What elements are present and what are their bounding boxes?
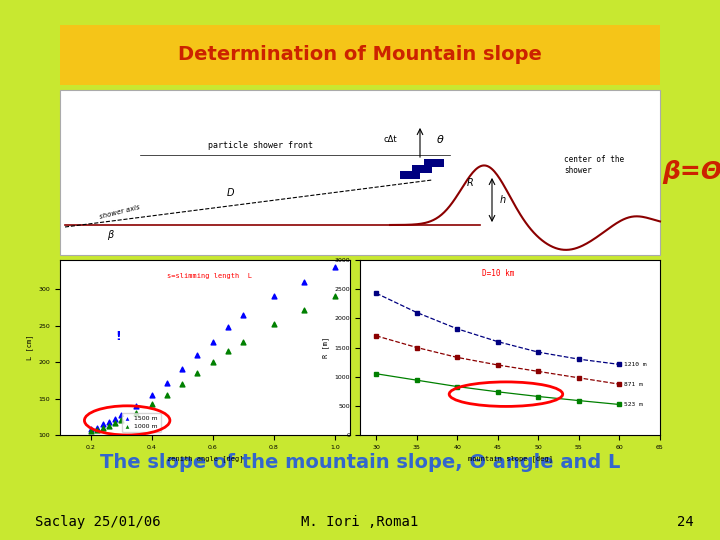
Point [85,425,96,434]
Point [222,347,234,355]
Text: β: β [107,230,113,240]
Point [161,378,173,387]
Text: D: D [226,188,234,198]
Y-axis label: L [cm]: L [cm] [26,335,33,360]
Point [192,350,203,359]
Point [238,310,249,319]
FancyBboxPatch shape [424,159,444,167]
Point [299,278,310,286]
Point [130,402,142,410]
Point [97,423,109,432]
Point [222,323,234,332]
X-axis label: mountain slope [deg]: mountain slope [deg] [467,455,552,462]
Text: R: R [467,178,473,188]
Text: M. Iori ,Roma1: M. Iori ,Roma1 [302,515,418,529]
Point [91,423,102,432]
FancyBboxPatch shape [60,260,350,435]
Text: s=slimming length  L: s=slimming length L [167,273,252,279]
Point [161,390,173,399]
Point [130,409,142,417]
FancyBboxPatch shape [60,90,660,255]
Point [299,305,310,314]
Point [329,292,341,301]
Text: The slope of the mountain slope, Θ angle and L: The slope of the mountain slope, Θ angle… [100,453,620,471]
Point [91,426,102,434]
FancyBboxPatch shape [400,171,420,179]
FancyBboxPatch shape [412,165,432,173]
Text: 871 m: 871 m [624,382,642,387]
Point [109,419,121,428]
Point [115,410,127,419]
Text: Saclay 25/01/06: Saclay 25/01/06 [35,515,161,529]
Point [207,338,218,346]
Point [97,420,109,428]
Text: cΔt: cΔt [383,136,397,145]
Text: shower axis: shower axis [99,204,141,220]
FancyBboxPatch shape [360,260,660,435]
Text: center of the
shower: center of the shower [564,156,624,175]
Text: 24: 24 [677,515,693,529]
Text: 1210 m: 1210 m [624,362,646,367]
Point [176,380,188,388]
Text: β=Θ-90: β=Θ-90 [662,160,720,185]
Point [103,417,114,426]
X-axis label: zenith angle [deg]: zenith angle [deg] [167,455,243,462]
Point [238,338,249,346]
Point [192,369,203,377]
Point [268,292,279,301]
Point [207,358,218,367]
Point [115,416,127,425]
Text: Determination of Mountain slope: Determination of Mountain slope [178,45,542,64]
Point [176,365,188,374]
Text: 523 m: 523 m [624,402,642,407]
Point [146,390,158,399]
Text: particle shower front: particle shower front [207,140,312,150]
Point [109,415,121,423]
Point [146,400,158,409]
Text: h: h [500,195,506,205]
Point [103,421,114,430]
Text: !: ! [115,330,121,343]
Point [329,263,341,272]
Point [85,427,96,436]
Text: D=10 km: D=10 km [482,269,514,278]
FancyBboxPatch shape [60,25,660,85]
Legend: 1500 m, 1000 m: 1500 m, 1000 m [122,413,161,432]
Text: θ: θ [436,135,444,145]
Point [268,320,279,328]
Y-axis label: R [m]: R [m] [323,337,329,358]
